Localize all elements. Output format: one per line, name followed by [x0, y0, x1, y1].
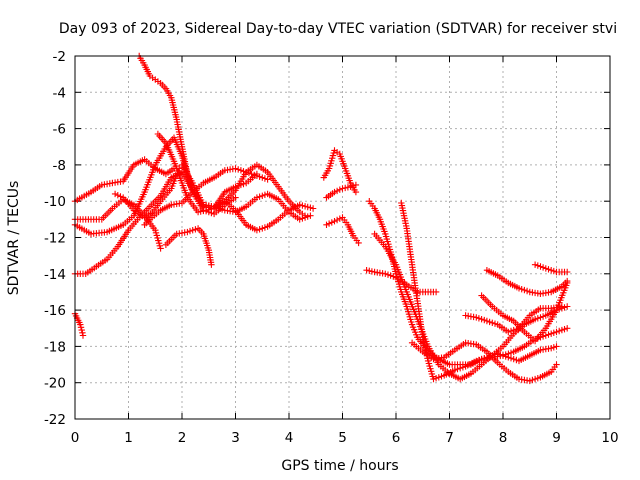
y-tick-label: -8	[53, 158, 66, 174]
series-track-22	[483, 267, 571, 297]
y-tick-label: -16	[44, 303, 66, 319]
series-markers	[478, 279, 571, 345]
y-tick-label: -4	[53, 85, 66, 101]
series-track-10	[162, 225, 215, 268]
x-tick-label: 9	[552, 430, 561, 446]
series-markers	[111, 165, 183, 221]
series-markers	[162, 225, 215, 268]
x-tick-label: 7	[445, 430, 454, 446]
series-markers	[178, 161, 317, 234]
series-markers	[531, 261, 571, 276]
data-series	[71, 52, 571, 385]
series-markers	[323, 214, 362, 247]
x-tick-label: 3	[231, 430, 240, 446]
series-track-11	[178, 161, 317, 234]
axis-ticks: 0 1 2 3 4 5 6 7 8 9 10 -2 -4 -6 -8 -10 -12 -14 -16 -18 -20 -2…	[44, 49, 619, 446]
y-tick-label: -18	[44, 339, 66, 355]
series-track-21	[478, 279, 571, 345]
x-tick-label: 6	[392, 430, 401, 446]
x-tick-label: 8	[499, 430, 508, 446]
series-markers	[408, 339, 560, 385]
y-tick-label: -2	[53, 49, 66, 65]
y-tick-label: -10	[44, 194, 66, 210]
y-tick-label: -22	[44, 412, 66, 428]
series-track-23	[531, 261, 571, 276]
x-tick-label: 2	[178, 430, 187, 446]
y-tick-label: -6	[53, 122, 66, 138]
series-markers	[323, 181, 360, 201]
x-tick-label: 5	[338, 430, 347, 446]
series-track-6	[111, 165, 183, 221]
x-tick-label: 0	[71, 430, 80, 446]
x-tick-label: 4	[285, 430, 294, 446]
y-tick-label: -20	[44, 376, 66, 392]
series-track-14	[323, 214, 362, 247]
series-markers	[483, 267, 571, 297]
series-track-13	[323, 181, 360, 201]
series-track-19	[408, 339, 560, 385]
chart-title: Day 093 of 2023, Sidereal Day-to-day VTE…	[59, 21, 617, 37]
y-tick-label: -12	[44, 231, 66, 247]
x-axis-label: GPS time / hours	[281, 458, 398, 474]
x-tick-label: 10	[601, 430, 618, 446]
grid	[75, 56, 610, 419]
y-tick-label: -14	[44, 267, 66, 283]
plot-frame	[74, 55, 611, 420]
x-tick-label: 1	[124, 430, 133, 446]
y-axis-label: SDTVAR / TECUs	[6, 181, 22, 296]
